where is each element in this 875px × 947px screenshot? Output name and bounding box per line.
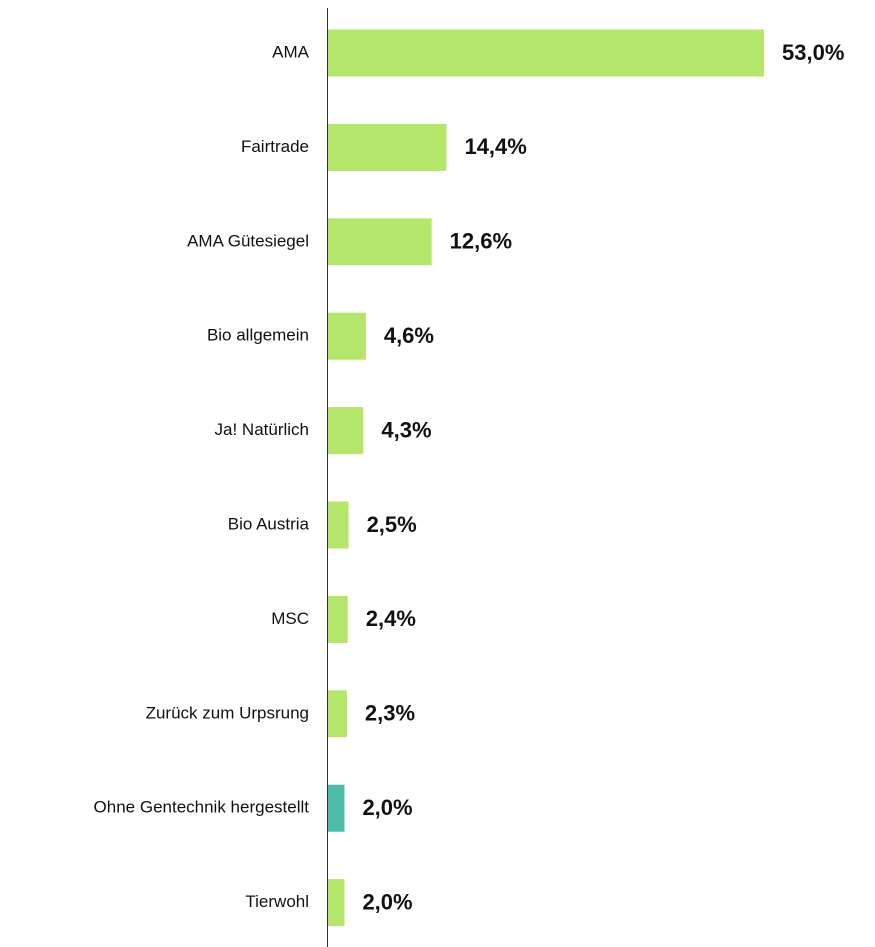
value-label: 2,0% <box>362 795 412 820</box>
category-label: Bio allgemein <box>207 326 309 345</box>
value-label: 2,4% <box>366 606 416 631</box>
value-label: 4,3% <box>381 417 431 442</box>
bar <box>328 784 345 832</box>
value-label: 4,6% <box>384 323 434 348</box>
category-label: Tierwohl <box>245 892 309 911</box>
bar <box>328 690 347 738</box>
value-label: 2,3% <box>365 701 415 726</box>
category-label: Bio Austria <box>228 514 310 533</box>
category-label: Ohne Gentechnik hergestellt <box>94 798 310 817</box>
bar <box>328 501 349 549</box>
category-label: Fairtrade <box>241 137 309 156</box>
value-label: 12,6% <box>450 229 512 254</box>
bar <box>328 595 348 643</box>
bar <box>328 218 432 266</box>
category-label: Ja! Natürlich <box>215 420 309 439</box>
category-label: Zurück zum Urpsrung <box>146 703 309 722</box>
bar <box>328 29 764 77</box>
category-label: AMA <box>272 42 310 61</box>
value-label: 53,0% <box>782 40 844 65</box>
category-label: AMA Gütesiegel <box>187 231 309 250</box>
value-label: 2,0% <box>362 889 412 914</box>
value-label: 14,4% <box>464 134 526 159</box>
value-label: 2,5% <box>367 512 417 537</box>
bar <box>328 312 366 360</box>
bar <box>328 123 447 171</box>
category-label: MSC <box>271 609 309 628</box>
bar <box>328 879 345 927</box>
bar <box>328 407 364 455</box>
